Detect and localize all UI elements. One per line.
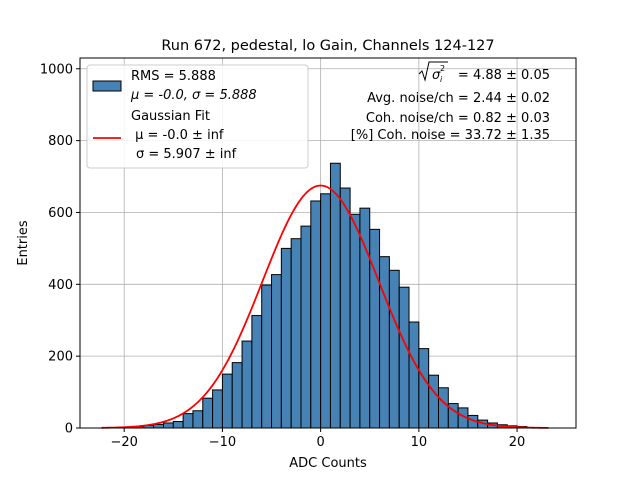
histogram-bar: [310, 200, 322, 429]
histogram-bar: [359, 207, 371, 429]
histogram-bar: [437, 387, 449, 429]
y-tick-label: 400: [48, 278, 73, 293]
histogram-bar: [231, 362, 243, 429]
legend-rms-label: RMS = 5.888: [131, 69, 216, 84]
histogram-bar: [280, 247, 292, 429]
legend-fit-sigma-label: σ = 5.907 ± inf: [136, 147, 237, 162]
histogram-bar: [320, 193, 331, 429]
histogram-bar: [261, 284, 273, 429]
legend-fit-label: Gaussian Fit: [131, 109, 210, 124]
legend-fit-mu-label: μ = -0.0 ± inf: [131, 128, 224, 143]
annotation-coh-noise: Coh. noise/ch = 0.82 ± 0.03: [366, 111, 550, 126]
histogram-bar: [349, 213, 361, 429]
histogram-bar: [251, 315, 263, 429]
histogram-bar: [339, 187, 351, 429]
histogram-bar: [162, 422, 174, 429]
histogram-bars: [123, 162, 528, 429]
x-axis-label: ADC Counts: [289, 456, 367, 471]
noise-annotations: σ i 2 = 4.88 ± 0.05 Avg. noise/ch = 2.44…: [351, 61, 550, 143]
histogram-bar: [290, 238, 302, 429]
legend-mu-sigma-label: μ = -0.0, σ = 5.888: [130, 88, 257, 103]
svg-text:2: 2: [440, 64, 445, 73]
x-tick-label: 0: [316, 435, 324, 450]
histogram-bar: [271, 274, 282, 429]
histogram-bar: [202, 397, 214, 429]
histogram-bar: [388, 269, 400, 429]
gaussian-fit: [101, 184, 549, 429]
histogram-bar: [369, 228, 381, 429]
gaussian-fit-line: [101, 184, 549, 429]
histogram-bar: [182, 413, 194, 429]
histogram-bar: [418, 348, 430, 429]
histogram-bar: [408, 321, 420, 429]
histogram-bar: [379, 256, 390, 429]
x-tick-label: 20: [509, 435, 526, 450]
y-axis-label: Entries: [16, 220, 31, 266]
y-tick-label: 0: [65, 422, 73, 437]
histogram-bar: [172, 421, 184, 429]
histogram-bar: [300, 225, 312, 429]
histogram-bar: [212, 389, 223, 429]
svg-text:i: i: [440, 75, 443, 84]
annotation-total-noise: = 4.88 ± 0.05: [454, 68, 550, 83]
y-tick-label: 200: [48, 350, 73, 365]
y-tick-label: 1000: [40, 62, 73, 77]
svg-text:σ: σ: [432, 68, 441, 83]
x-tick-label: −20: [110, 435, 137, 450]
legend-bars-swatch: [92, 80, 122, 92]
histogram-bar: [398, 286, 410, 429]
histogram-bar: [329, 162, 341, 429]
histogram-bar: [221, 373, 233, 429]
y-tick-label: 600: [48, 206, 73, 221]
legend: RMS = 5.888 μ = -0.0, σ = 5.888 Gaussian…: [86, 64, 309, 169]
annotation-coh-noise-percent: [%] Coh. noise = 33.72 ± 1.35: [351, 128, 550, 143]
histogram-bar: [241, 340, 253, 429]
plot-frame: [79, 57, 577, 429]
chart-title: Run 672, pedestal, lo Gain, Channels 124…: [161, 38, 494, 54]
histogram-bar: [192, 410, 204, 429]
histogram-bar: [153, 423, 164, 429]
x-tick-label: −10: [209, 435, 236, 450]
annotation-avg-noise: Avg. noise/ch = 2.44 ± 0.02: [367, 91, 550, 106]
sqrt-sigma-symbol: σ i 2: [418, 61, 448, 84]
x-tick-label: 10: [411, 435, 428, 450]
legend-box: [86, 64, 309, 169]
histogram-bar: [428, 374, 439, 429]
y-tick-label: 800: [48, 134, 73, 149]
